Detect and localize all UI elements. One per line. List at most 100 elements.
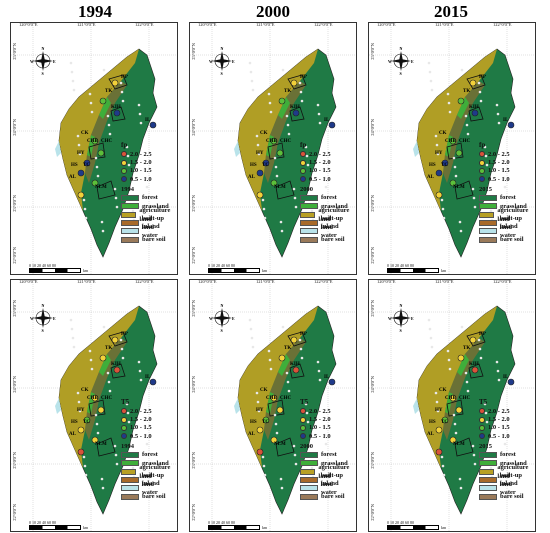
station-dot [261, 198, 265, 202]
station-dot [446, 92, 450, 96]
compass-rose [212, 308, 232, 328]
station-dot [250, 336, 254, 340]
legend-landuse: grassland [300, 202, 356, 210]
site-label: CHB [87, 139, 98, 144]
station-dot [108, 389, 112, 393]
station-dot [483, 145, 487, 149]
legend-landuse: grassland [479, 202, 535, 210]
compass-letter-w: W [388, 315, 392, 321]
station-dot [145, 442, 149, 446]
site-point [276, 149, 284, 157]
station-dot [71, 336, 75, 340]
station-dot [318, 121, 322, 125]
station-dot [69, 318, 73, 322]
station-dot [95, 422, 99, 426]
site-point [449, 137, 457, 145]
legend-landuse: grassland [479, 459, 535, 467]
legend-year: 2000 [300, 442, 313, 450]
site-point [111, 336, 119, 344]
site-point [97, 406, 105, 414]
site-label: HS [429, 163, 436, 168]
station-dot [114, 453, 118, 457]
site-point [276, 406, 284, 414]
legend-landuse: built-up land [479, 215, 535, 231]
station-dot [82, 198, 86, 202]
legend-landuse: grassland [300, 459, 356, 467]
station-dot [120, 90, 124, 94]
site-label: HP [121, 75, 128, 80]
station-dot [286, 123, 290, 127]
station-dot [472, 196, 476, 200]
site-label: TC [83, 163, 90, 168]
latitude-label: 23°0'0"N [12, 195, 17, 212]
legend-landuse: bare soil [300, 236, 356, 244]
site-point [469, 336, 477, 344]
station-dot [502, 433, 506, 437]
site-label: CK [260, 388, 268, 393]
station-dot [464, 371, 468, 375]
site-point [435, 169, 443, 177]
legend-landuse: forest [121, 451, 177, 459]
station-dot [316, 360, 320, 364]
station-dot [292, 444, 296, 448]
site-point [435, 448, 443, 456]
longitude-label: 121°0'0"E [77, 279, 96, 284]
station-dot [139, 121, 143, 125]
site-label: AL [427, 175, 434, 180]
station-dot [76, 134, 80, 138]
legend: fp 2.0 - 2.5 1.5 - 2.0 1.0 - 1.5 0.5 - 1.0 19… [121, 141, 177, 244]
coast-water [234, 141, 240, 157]
site-label: HS [250, 420, 257, 425]
basin-outline [267, 142, 285, 160]
station-dot [304, 402, 308, 406]
legend-landuse: inland water [479, 223, 535, 239]
scale-unit: km [441, 268, 447, 273]
station-dot [71, 79, 75, 83]
station-dot [286, 380, 290, 384]
station-dot [324, 442, 328, 446]
basin-outline [96, 437, 116, 457]
station-dot [268, 101, 272, 105]
legend-class: 1.0 - 1.5 [300, 167, 356, 175]
basin-outline [289, 106, 305, 122]
longitude-label: 122°0'0"E [493, 22, 512, 27]
latitude-label: 24°0'0"N [191, 376, 196, 393]
site-label: NLM [274, 442, 286, 447]
basin-outline [454, 180, 474, 200]
station-dot [436, 152, 440, 156]
site-point [91, 137, 99, 145]
station-dot [441, 207, 445, 211]
station-dot [435, 143, 439, 147]
site-label: CK [439, 131, 447, 136]
legend-class: 0.5 - 1.0 [300, 432, 356, 440]
station-dot [453, 422, 457, 426]
station-dot [251, 345, 255, 349]
station-dot [115, 205, 119, 209]
latitude-label: 25°0'0"N [191, 300, 196, 317]
compass-letter-s: S [220, 71, 223, 76]
site-point [99, 354, 107, 362]
compass-letter-s: S [41, 328, 44, 333]
site-label: TK [105, 346, 113, 351]
legend-landuse: bare soil [300, 493, 356, 501]
compass-letter-s: S [399, 328, 402, 333]
station-dot [316, 103, 320, 107]
station-dot [434, 391, 438, 395]
station-dot [78, 409, 82, 413]
basin-outline [287, 331, 307, 347]
legend-class: 1.0 - 1.5 [479, 167, 535, 175]
site-point [256, 448, 264, 456]
legend: fp 2.0 - 2.5 1.5 - 2.0 1.0 - 1.5 0.5 - 1.0 20… [479, 141, 535, 244]
column-title-2000: 2000 [256, 2, 290, 21]
station-dot [90, 110, 94, 114]
station-dot [262, 464, 266, 468]
station-dot [287, 132, 291, 136]
station-dot [485, 163, 489, 167]
station-dot [274, 422, 278, 426]
site-point [290, 336, 298, 344]
station-dot [460, 325, 464, 329]
station-dot [121, 99, 125, 103]
station-dot [102, 325, 106, 329]
compass-letter-w: W [30, 315, 34, 321]
station-dot [304, 145, 308, 149]
